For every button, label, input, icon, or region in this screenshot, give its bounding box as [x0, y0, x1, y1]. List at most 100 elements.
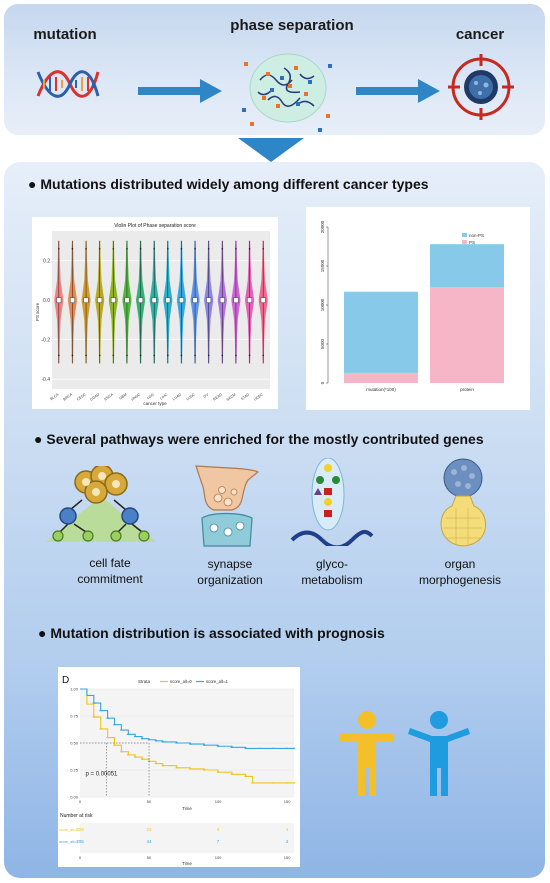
outlier-point	[126, 247, 128, 250]
flow-label-cancer: cancer	[455, 26, 505, 43]
outlier-point	[85, 354, 87, 357]
pathway-caption-line: organization	[197, 573, 263, 587]
x-tick-label: 50	[147, 799, 152, 804]
violin-box	[110, 297, 116, 303]
pathway-caption-line: commitment	[77, 572, 143, 586]
outlier-point	[235, 247, 237, 250]
outlier-point	[221, 247, 224, 250]
cancer-cell-target-icon	[448, 54, 514, 120]
section-3-heading: ● Mutation distribution is associated wi…	[38, 625, 385, 641]
bar-segment	[344, 372, 418, 383]
section-2-title: Several pathways were enriched for the m…	[46, 431, 484, 447]
violin-box	[219, 297, 225, 303]
outlier-point	[235, 354, 237, 357]
legend-title: Strata	[138, 679, 151, 684]
bar-segment	[344, 291, 418, 373]
outlier-point	[207, 247, 210, 250]
x-tick-label: LIHC	[159, 392, 168, 400]
outlier-point	[262, 354, 264, 357]
x-tick-label: protein	[460, 387, 474, 392]
outlier-point	[167, 247, 169, 250]
outlier-point	[58, 247, 60, 250]
x-axis-label: Time	[182, 861, 192, 866]
survival-curve	[80, 688, 294, 784]
outlier-point	[194, 247, 196, 250]
pathway-caption-1: cell fate commitment	[60, 555, 160, 587]
person-blue-icon	[408, 711, 470, 796]
x-tick-label: OV	[203, 392, 210, 399]
y-axis-label: PS score	[35, 302, 40, 321]
outlier-point	[180, 354, 183, 357]
x-tick-label: LUAD	[172, 392, 182, 401]
pathway-caption-line: cell fate	[89, 556, 131, 570]
y-tick-label: 0.0	[43, 298, 50, 304]
risk-row-label: score_alt=0	[59, 828, 78, 832]
x-axis-label: Time	[182, 806, 192, 811]
outlier-point	[98, 247, 101, 250]
outlier-point	[71, 354, 74, 357]
bullet-icon: ●	[34, 431, 43, 447]
legend: Strata score_alt=0 score_alt=1	[138, 679, 228, 684]
risk-table-area	[80, 823, 294, 853]
y-tick-label: 0.75	[70, 714, 79, 719]
bar-segment	[430, 244, 504, 288]
cell-fate-icon	[46, 466, 156, 542]
y-tick-label: 1.00	[70, 687, 79, 692]
bullet-icon: ●	[28, 176, 37, 192]
stacked-bar-chart: 0 5000 10000 15000 20000 mutation(*100) protei…	[320, 220, 504, 392]
risk-row-label: score_alt=1	[59, 840, 78, 844]
risk-table-title: Number at risk	[60, 813, 93, 819]
arrow-right-icon	[138, 79, 222, 103]
y-tick-label: 0.00	[70, 795, 79, 800]
x-tick-label: LGG	[146, 392, 155, 400]
outlier-point	[98, 354, 101, 357]
y-tick-label: 15000	[320, 259, 325, 272]
legend-swatch	[462, 240, 467, 244]
risk-count: 1	[286, 827, 289, 832]
x-tick-label: SKCM	[226, 393, 237, 402]
x-tick-label: 100	[215, 855, 222, 860]
stacked-bar-card: 0 5000 10000 15000 20000 mutation(*100) protei…	[306, 207, 530, 410]
outlier-point	[139, 247, 142, 250]
flow-label-mutation: mutation	[33, 26, 97, 43]
x-tick-label: BLCA	[49, 392, 59, 401]
x-tick-label: HNSC	[130, 392, 141, 401]
risk-count: 209	[76, 827, 84, 832]
risk-count: 44	[147, 839, 153, 844]
x-tick-label: UCEC	[253, 392, 264, 401]
pathway-caption-line: morphogenesis	[418, 573, 502, 587]
pathway-caption-3: glyco- metabolism	[282, 556, 382, 588]
x-tick-label: STAD	[240, 392, 250, 401]
outlier-point	[126, 354, 128, 357]
violin-box	[179, 297, 184, 303]
risk-count: 205	[76, 839, 84, 844]
x-tick-label: CESC	[76, 392, 87, 401]
x-tick-label: READ	[212, 392, 223, 401]
x-tick-label: 150	[284, 855, 291, 860]
x-tick-label: mutation(*100)	[366, 387, 396, 392]
risk-count: 2	[286, 839, 289, 844]
person-yellow-icon	[340, 711, 394, 796]
y-tick-label: 5000	[320, 338, 325, 349]
x-tick-label: GBM	[119, 393, 128, 401]
violin-box	[233, 297, 239, 303]
x-tick-label: 0	[79, 855, 82, 860]
legend-swatch	[462, 233, 467, 237]
violin-box	[165, 297, 171, 303]
survival-plot: D Strata score_alt=0 score_alt=1 0.00 0.25 0.5…	[59, 675, 296, 866]
bar-segment	[430, 287, 504, 383]
x-tick-label: 0	[79, 799, 82, 804]
legend-label: score_alt=0	[170, 679, 192, 684]
x-tick-label: LUSC	[185, 392, 195, 401]
y-tick-label: 0	[320, 381, 325, 384]
violin-box	[151, 297, 157, 303]
bullet-icon: ●	[38, 625, 47, 641]
x-tick-label: COAD	[89, 392, 100, 401]
outlier-point	[262, 247, 264, 250]
outlier-point	[180, 247, 183, 250]
outlier-point	[153, 354, 155, 357]
synapse-icon	[195, 465, 260, 547]
y-tick-label: 0.2	[43, 259, 50, 265]
outlier-point	[71, 247, 74, 250]
dna-icon	[36, 70, 100, 98]
